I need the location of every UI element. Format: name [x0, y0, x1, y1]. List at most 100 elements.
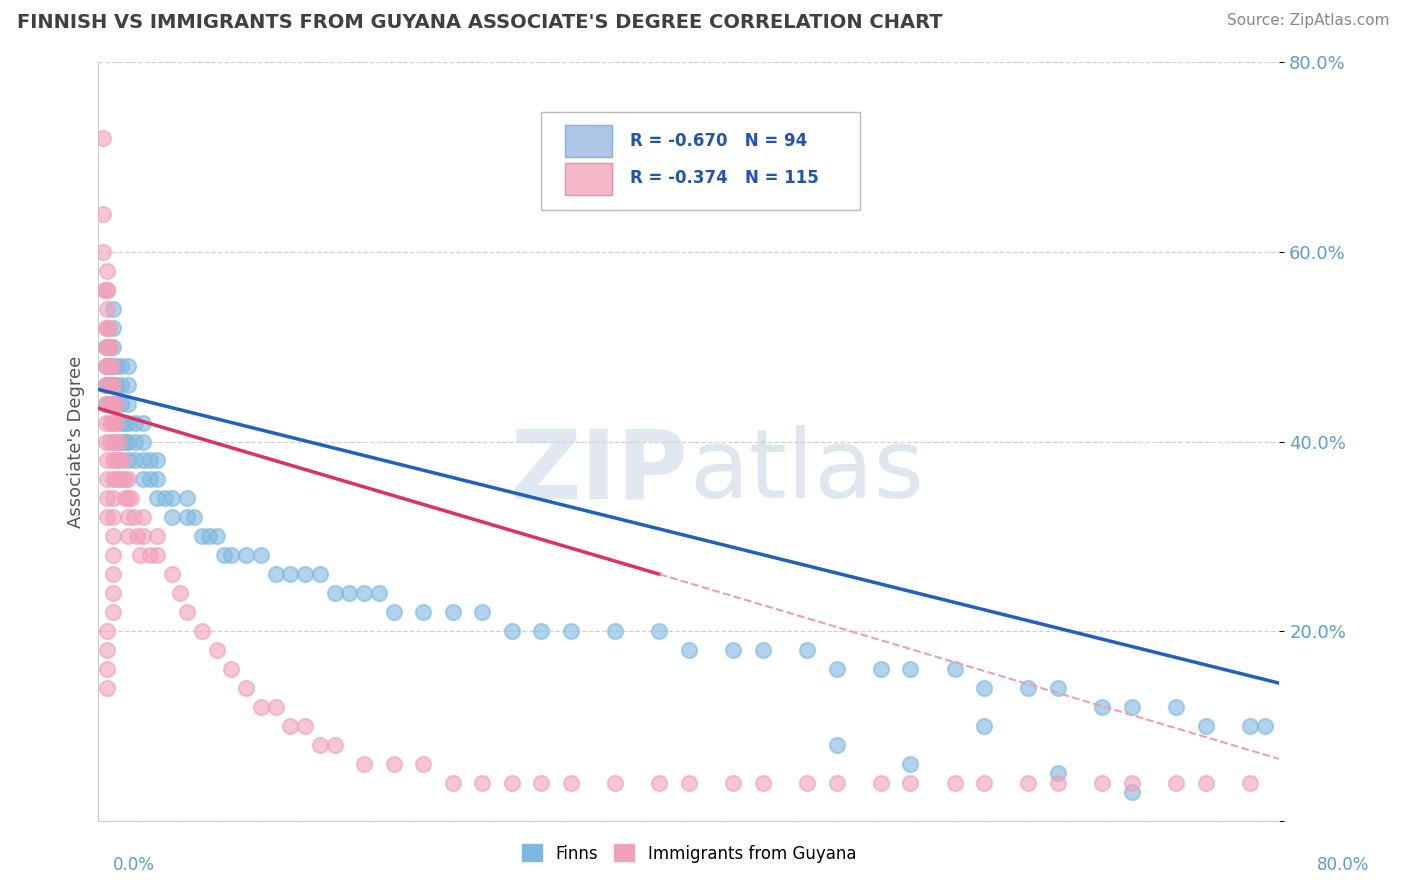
Point: [96, 491, 118, 506]
Point: [264, 567, 287, 582]
Point: [382, 605, 405, 619]
Point: [100, 359, 122, 373]
Point: [825, 662, 848, 676]
Point: [97, 377, 120, 392]
Point: [264, 699, 287, 714]
Point: [98, 377, 121, 392]
Point: [900, 662, 922, 676]
Point: [117, 491, 139, 506]
Point: [1046, 766, 1070, 780]
Point: [471, 776, 494, 790]
Point: [96, 301, 118, 316]
Point: [94, 377, 117, 392]
Point: [114, 416, 136, 430]
Point: [235, 681, 257, 695]
Point: [146, 529, 169, 543]
Point: [382, 756, 405, 771]
Point: [105, 359, 128, 373]
Point: [114, 473, 136, 487]
Point: [678, 776, 700, 790]
Point: [97, 359, 120, 373]
Point: [1166, 699, 1188, 714]
Point: [103, 434, 125, 449]
Point: [98, 416, 121, 430]
FancyBboxPatch shape: [565, 163, 612, 195]
Point: [235, 548, 257, 563]
Point: [1254, 719, 1277, 733]
Point: [943, 776, 966, 790]
Point: [100, 396, 122, 410]
Point: [153, 491, 176, 506]
Point: [183, 510, 205, 524]
Point: [117, 434, 139, 449]
Point: [139, 473, 162, 487]
Point: [120, 491, 142, 506]
FancyBboxPatch shape: [541, 112, 860, 211]
Point: [1046, 681, 1070, 695]
Point: [943, 662, 966, 676]
Point: [605, 776, 627, 790]
Point: [94, 340, 117, 354]
Point: [973, 719, 995, 733]
Point: [280, 719, 302, 733]
Point: [825, 776, 848, 790]
Point: [250, 699, 273, 714]
Point: [105, 396, 128, 410]
Point: [1091, 776, 1114, 790]
Point: [412, 605, 434, 619]
Point: [94, 320, 117, 334]
Point: [96, 510, 118, 524]
Point: [221, 662, 243, 676]
Point: [103, 510, 125, 524]
Y-axis label: Associate's Degree: Associate's Degree: [66, 355, 84, 528]
Point: [103, 396, 125, 410]
Point: [122, 510, 145, 524]
Text: R = -0.374   N = 115: R = -0.374 N = 115: [630, 169, 818, 187]
Point: [105, 434, 128, 449]
Point: [94, 377, 117, 392]
Point: [93, 283, 115, 297]
Point: [471, 605, 494, 619]
Point: [339, 586, 361, 600]
Point: [132, 416, 155, 430]
Point: [501, 624, 523, 639]
Point: [146, 548, 169, 563]
Point: [1121, 776, 1143, 790]
Point: [103, 416, 125, 430]
Point: [353, 586, 375, 600]
Point: [105, 473, 128, 487]
Point: [96, 453, 118, 467]
Point: [117, 529, 139, 543]
Point: [678, 643, 700, 657]
Point: [530, 624, 553, 639]
Point: [752, 776, 775, 790]
Point: [110, 416, 132, 430]
Point: [139, 548, 162, 563]
Point: [105, 377, 128, 392]
Point: [117, 453, 139, 467]
Point: [870, 662, 893, 676]
Text: 0.0%: 0.0%: [112, 855, 155, 873]
Text: atlas: atlas: [689, 425, 924, 518]
Point: [103, 605, 125, 619]
Point: [441, 605, 464, 619]
Point: [96, 643, 118, 657]
Point: [98, 434, 121, 449]
Point: [162, 510, 183, 524]
Point: [111, 473, 134, 487]
Point: [117, 473, 139, 487]
Point: [94, 434, 117, 449]
Point: [900, 776, 922, 790]
Point: [108, 453, 131, 467]
Point: [648, 624, 671, 639]
Point: [96, 624, 118, 639]
Point: [1166, 776, 1188, 790]
Point: [205, 643, 228, 657]
Point: [146, 491, 169, 506]
Point: [103, 396, 125, 410]
Point: [111, 453, 134, 467]
Point: [105, 416, 128, 430]
Point: [100, 377, 122, 392]
Text: FINNISH VS IMMIGRANTS FROM GUYANA ASSOCIATE'S DEGREE CORRELATION CHART: FINNISH VS IMMIGRANTS FROM GUYANA ASSOCI…: [17, 13, 942, 32]
Point: [1091, 699, 1114, 714]
